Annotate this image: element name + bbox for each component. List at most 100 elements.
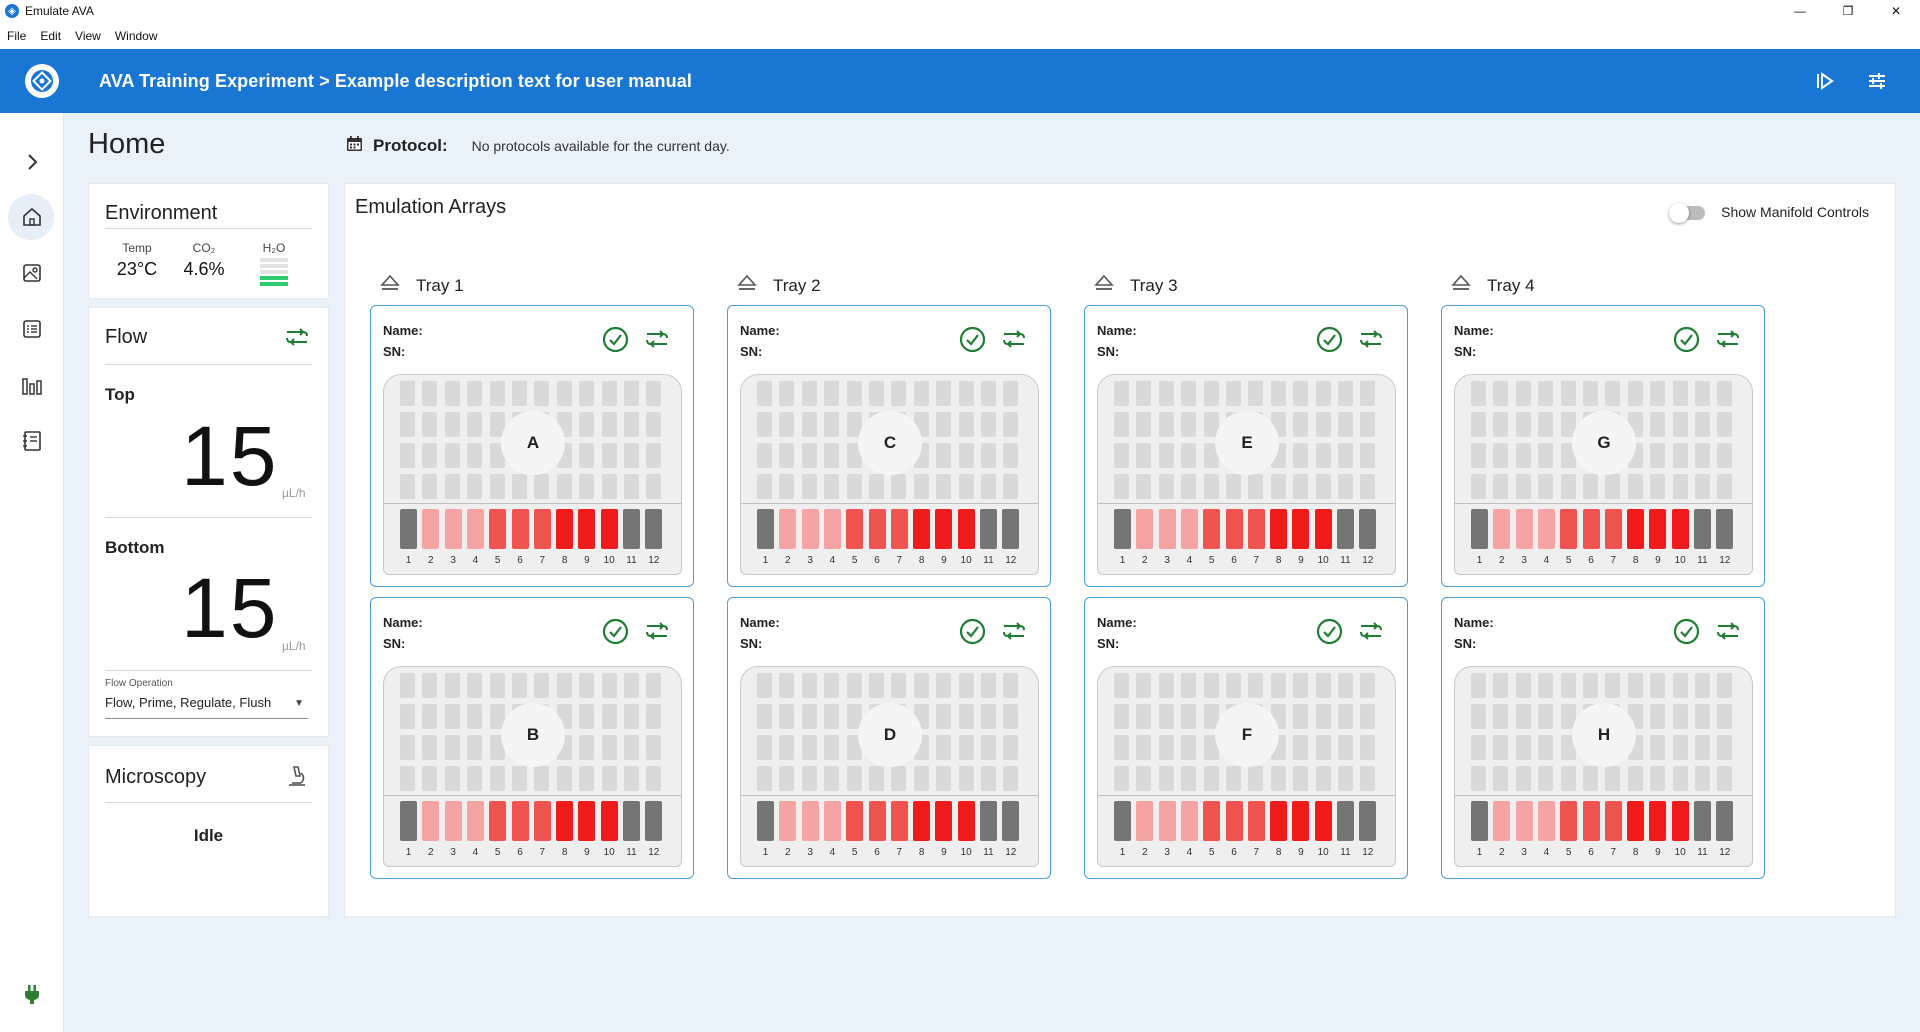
chip-card[interactable]: Name: SN: B 1 2 3 4 5 6 7 8 9 10 11 12: [370, 597, 694, 879]
channel-bar[interactable]: [779, 509, 797, 549]
expand-nav-icon[interactable]: [17, 147, 47, 177]
channel-bar[interactable]: [1716, 509, 1734, 549]
channel-bar[interactable]: [1136, 801, 1154, 841]
channel-bar[interactable]: [823, 801, 841, 841]
channel-bar[interactable]: [600, 801, 618, 841]
chip-flow-icon[interactable]: [1714, 326, 1742, 358]
channel-bar[interactable]: [444, 801, 462, 841]
channel-bar[interactable]: [757, 801, 774, 841]
channel-bar[interactable]: [1203, 509, 1221, 549]
channel-bar[interactable]: [846, 801, 864, 841]
run-protocol-icon[interactable]: [1813, 69, 1837, 93]
channel-bar[interactable]: [1158, 801, 1176, 841]
channel-bar[interactable]: [890, 509, 908, 549]
menu-file[interactable]: File: [7, 28, 27, 43]
channel-bar[interactable]: [1114, 801, 1131, 841]
chip-card[interactable]: Name: SN: F 1 2 3 4 5 6 7 8 9 10 11 12: [1084, 597, 1408, 879]
channel-bar[interactable]: [1002, 509, 1020, 549]
channel-bar[interactable]: [645, 801, 663, 841]
channel-bar[interactable]: [1136, 509, 1154, 549]
channel-bar[interactable]: [1292, 509, 1310, 549]
chip-card[interactable]: Name: SN: A 1 2 3 4 5 6 7 8 9 10 11 12: [370, 305, 694, 587]
channel-bar[interactable]: [533, 801, 551, 841]
channel-bar[interactable]: [556, 801, 574, 841]
channel-bar[interactable]: [1314, 509, 1332, 549]
chip-flow-icon[interactable]: [643, 618, 671, 650]
channel-bar[interactable]: [1270, 801, 1288, 841]
home-icon[interactable]: [17, 202, 47, 232]
channel-bar[interactable]: [957, 509, 975, 549]
chip-card[interactable]: Name: SN: E 1 2 3 4 5 6 7 8 9 10 11 12: [1084, 305, 1408, 587]
channel-bar[interactable]: [1649, 801, 1667, 841]
channel-bar[interactable]: [779, 801, 797, 841]
channel-bar[interactable]: [801, 801, 819, 841]
channel-bar[interactable]: [1694, 509, 1711, 549]
channel-bar[interactable]: [1359, 801, 1377, 841]
chip-card[interactable]: Name: SN: D 1 2 3 4 5 6 7 8 9 10 11 12: [727, 597, 1051, 879]
channel-bar[interactable]: [1649, 509, 1667, 549]
channel-bar[interactable]: [957, 801, 975, 841]
analytics-chart-icon[interactable]: [17, 371, 47, 401]
channel-bar[interactable]: [846, 509, 864, 549]
channel-bar[interactable]: [623, 801, 640, 841]
channel-bar[interactable]: [935, 509, 953, 549]
channel-bar[interactable]: [1471, 801, 1488, 841]
channel-bar[interactable]: [400, 801, 417, 841]
image-gallery-icon[interactable]: [17, 258, 47, 288]
channel-bar[interactable]: [801, 509, 819, 549]
chip-card[interactable]: Name: SN: H 1 2 3 4 5 6 7 8 9 10 11 12: [1441, 597, 1765, 879]
channel-bar[interactable]: [511, 801, 529, 841]
channel-bar[interactable]: [1247, 801, 1265, 841]
protocol-list-icon[interactable]: [17, 314, 47, 344]
channel-bar[interactable]: [1515, 509, 1533, 549]
channel-bar[interactable]: [1292, 801, 1310, 841]
channel-bar[interactable]: [1694, 801, 1711, 841]
channel-bar[interactable]: [868, 801, 886, 841]
eject-icon[interactable]: [1451, 274, 1471, 297]
channel-bar[interactable]: [913, 509, 931, 549]
power-plug-icon[interactable]: [17, 979, 47, 1009]
channel-bar[interactable]: [533, 509, 551, 549]
chip-flow-icon[interactable]: [1000, 618, 1028, 650]
channel-bar[interactable]: [913, 801, 931, 841]
channel-bar[interactable]: [1337, 801, 1354, 841]
eject-icon[interactable]: [1094, 274, 1114, 297]
channel-bar[interactable]: [1671, 801, 1689, 841]
chip-flow-icon[interactable]: [1714, 618, 1742, 650]
channel-bar[interactable]: [868, 509, 886, 549]
channel-bar[interactable]: [1537, 801, 1555, 841]
channel-bar[interactable]: [578, 509, 596, 549]
channel-bar[interactable]: [466, 509, 484, 549]
channel-bar[interactable]: [890, 801, 908, 841]
notebook-icon[interactable]: [17, 426, 47, 456]
channel-bar[interactable]: [489, 509, 507, 549]
microscope-icon[interactable]: [286, 764, 308, 793]
chip-card[interactable]: Name: SN: G 1 2 3 4 5 6 7 8 9 10 11 12: [1441, 305, 1765, 587]
channel-bar[interactable]: [422, 801, 440, 841]
channel-bar[interactable]: [1560, 801, 1578, 841]
eject-icon[interactable]: [380, 274, 400, 297]
channel-bar[interactable]: [1180, 509, 1198, 549]
channel-bar[interactable]: [1604, 801, 1622, 841]
menu-window[interactable]: Window: [114, 28, 158, 43]
close-button[interactable]: ✕: [1890, 4, 1902, 18]
channel-bar[interactable]: [422, 509, 440, 549]
channel-bar[interactable]: [823, 509, 841, 549]
channel-bar[interactable]: [1270, 509, 1288, 549]
channel-bar[interactable]: [1582, 509, 1600, 549]
channel-bar[interactable]: [578, 801, 596, 841]
chip-flow-icon[interactable]: [1000, 326, 1028, 358]
channel-bar[interactable]: [1247, 509, 1265, 549]
channel-bar[interactable]: [1604, 509, 1622, 549]
chip-flow-icon[interactable]: [643, 326, 671, 358]
channel-bar[interactable]: [1314, 801, 1332, 841]
channel-bar[interactable]: [556, 509, 574, 549]
channel-bar[interactable]: [1337, 509, 1354, 549]
channel-bar[interactable]: [1716, 801, 1734, 841]
channel-bar[interactable]: [400, 509, 417, 549]
minimize-button[interactable]: —: [1794, 4, 1806, 18]
channel-bar[interactable]: [1180, 801, 1198, 841]
eject-icon[interactable]: [737, 274, 757, 297]
channel-bar[interactable]: [1515, 801, 1533, 841]
channel-bar[interactable]: [444, 509, 462, 549]
